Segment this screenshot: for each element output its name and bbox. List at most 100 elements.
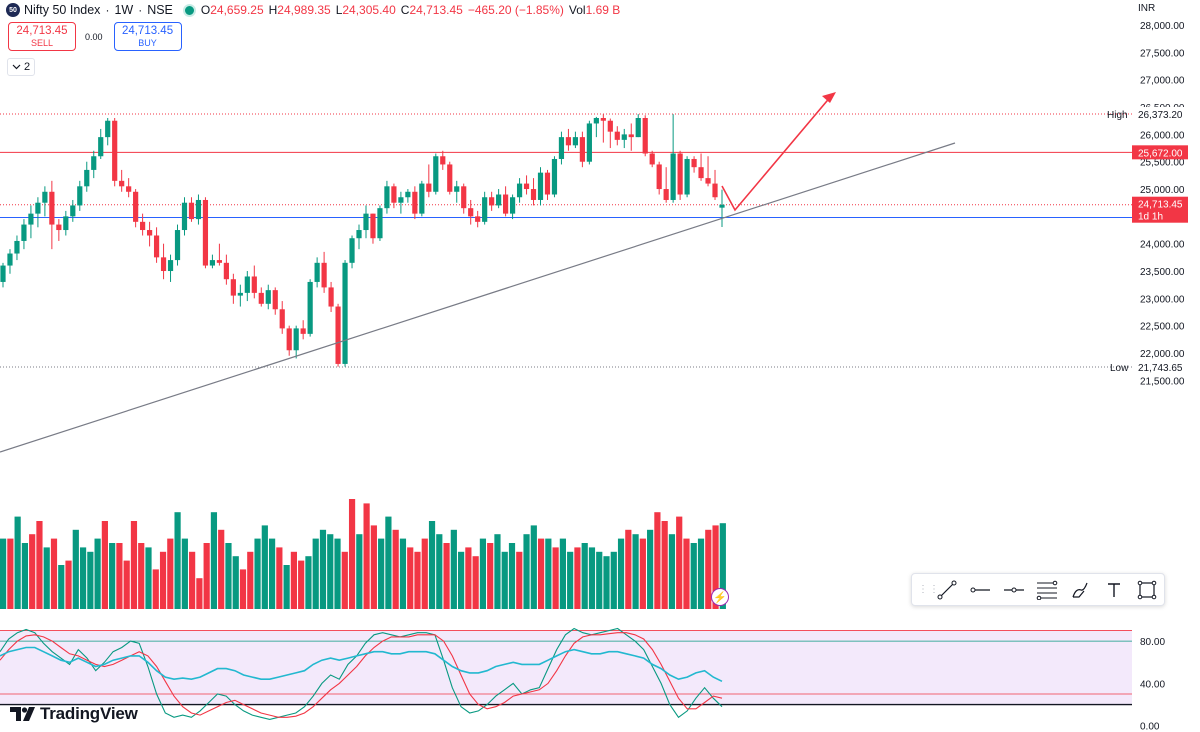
drawing-toolbar: ⋮⋮ <box>911 573 1165 606</box>
text-icon[interactable] <box>1097 576 1130 604</box>
volume-bar <box>298 560 305 609</box>
volume-bar <box>334 538 341 609</box>
horizontal-line-icon[interactable] <box>997 576 1030 604</box>
sell-button[interactable]: 24,713.45 SELL <box>8 22 76 51</box>
volume-bar <box>537 538 545 609</box>
volume-bar <box>72 529 79 609</box>
volume-bar <box>436 534 443 609</box>
high-label: High <box>1107 110 1128 121</box>
candle-body <box>181 202 188 231</box>
candle-body <box>49 191 55 225</box>
candle-body <box>663 189 669 200</box>
volume-bar <box>196 578 203 609</box>
drag-handle-icon[interactable]: ⋮⋮ <box>918 584 940 595</box>
candle-body <box>363 213 369 231</box>
low-label: L <box>335 3 343 17</box>
currency-label[interactable]: INR <box>1138 3 1156 14</box>
volume-bar <box>65 560 72 609</box>
candle-body <box>496 194 502 206</box>
candle-body <box>335 306 341 364</box>
lightning-icon[interactable]: ⚡ <box>711 588 729 606</box>
volume-bar <box>145 547 152 609</box>
candle-body <box>223 262 229 280</box>
high-price-tag-bg <box>1132 107 1188 121</box>
volume-bar <box>232 556 239 609</box>
candle-body <box>321 262 327 288</box>
volume-bar <box>574 547 581 609</box>
separator: · <box>138 3 143 17</box>
buy-button[interactable]: 24,713.45 BUY <box>113 22 182 51</box>
volume-bar <box>50 538 58 609</box>
volume-bar <box>610 551 617 609</box>
volume-bar <box>109 543 116 609</box>
candle-body <box>14 240 20 254</box>
volume-bar <box>276 547 283 609</box>
candle-body <box>384 186 390 209</box>
volume-bar <box>370 525 377 609</box>
volume-bar <box>21 543 29 609</box>
arrow-head <box>822 92 836 103</box>
volume-bar <box>661 521 668 609</box>
candle-body <box>0 265 6 282</box>
market-status-icon <box>182 3 196 17</box>
volume-bar <box>261 525 268 609</box>
candle-body <box>405 191 411 198</box>
volume-bar <box>174 512 181 609</box>
candle-body <box>621 134 627 140</box>
candle-body <box>153 235 160 258</box>
volume-bar <box>567 551 574 609</box>
candle-body <box>258 292 264 304</box>
volume-bar <box>647 529 654 609</box>
volume-bar <box>421 538 428 609</box>
candle-body <box>216 260 222 263</box>
candle-body <box>370 213 376 239</box>
indicator-count: 2 <box>23 61 31 73</box>
candle-body <box>614 131 620 140</box>
horizontal-ray-icon[interactable] <box>963 576 996 604</box>
price-tick-label: 21,500.00 <box>1140 376 1185 387</box>
volume-bar <box>690 543 697 609</box>
volume-bar <box>472 556 479 609</box>
volume-bar <box>508 543 516 609</box>
spread-value: 0.00 <box>85 31 103 42</box>
indicators-toggle-button[interactable]: 2 <box>7 58 35 76</box>
nifty-logo-icon: 50 <box>6 3 20 17</box>
trend-line-icon[interactable] <box>930 576 963 604</box>
oscillator-signal-line <box>0 646 723 683</box>
candle-body <box>91 156 97 170</box>
volume-bar <box>254 538 261 609</box>
volume-bar <box>203 543 210 609</box>
interval[interactable]: 1W <box>114 3 134 17</box>
volume-bar <box>167 538 174 609</box>
candle-body <box>202 199 209 266</box>
candle-body <box>293 328 299 351</box>
candle-body <box>468 208 474 217</box>
sell-label: SELL <box>30 37 54 48</box>
candle-body <box>209 260 216 266</box>
candle-body <box>461 186 467 209</box>
candle-body <box>133 191 139 222</box>
candle-body <box>607 120 613 132</box>
candle-body <box>160 257 167 272</box>
candle-body <box>719 204 725 208</box>
candle-body <box>628 134 634 138</box>
candle-body <box>119 180 125 187</box>
symbol-name[interactable]: Nifty 50 Index <box>24 3 101 17</box>
candle-body <box>712 183 718 198</box>
volume-bar <box>225 543 232 609</box>
rectangle-icon[interactable] <box>1131 576 1164 604</box>
volume-bar <box>458 551 465 609</box>
fib-icon[interactable] <box>1030 576 1063 604</box>
brush-icon[interactable] <box>1064 576 1097 604</box>
volume-bar <box>159 551 167 609</box>
volume-bar <box>399 538 407 609</box>
volume-bar <box>697 538 705 609</box>
candle-body <box>237 292 243 296</box>
projection-arrow <box>721 94 833 212</box>
candle-body <box>600 118 606 121</box>
tradingview-logo[interactable]: TradingView <box>10 704 138 724</box>
volume-bar <box>683 538 690 609</box>
countdown-tag: 1d 1h <box>1138 212 1163 223</box>
candle-body <box>356 230 362 239</box>
